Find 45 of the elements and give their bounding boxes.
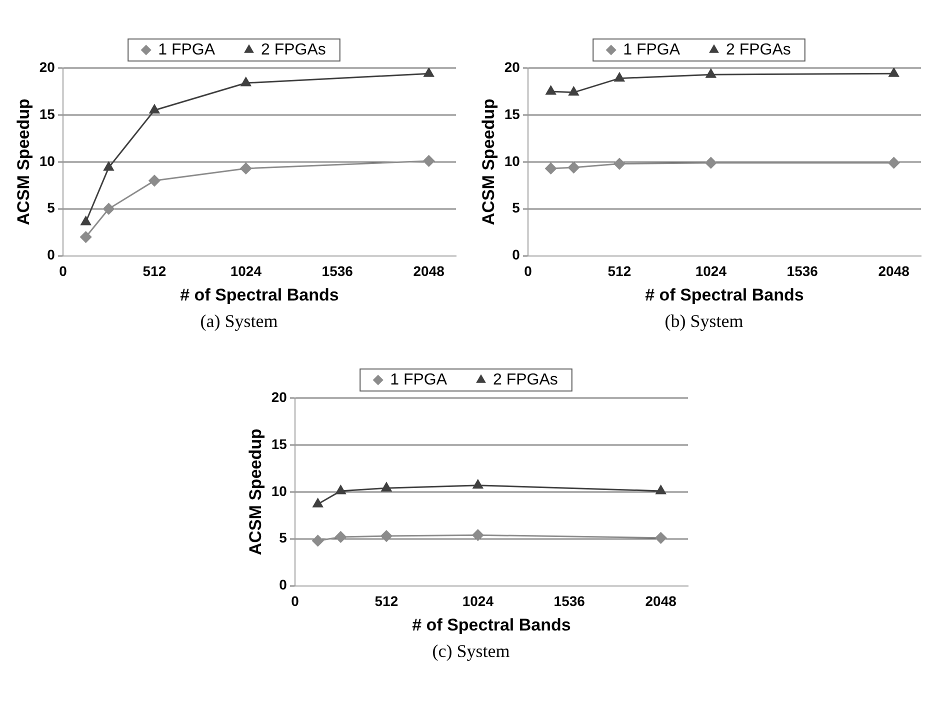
y-tick-label: 15 bbox=[504, 106, 520, 122]
x-tick-label: 1536 bbox=[322, 263, 354, 280]
y-axis-title: ACSM Speedup bbox=[14, 98, 33, 226]
x-tick-label: 1024 bbox=[695, 263, 727, 280]
x-tick-label: 2048 bbox=[413, 263, 445, 280]
x-tick-label: 2048 bbox=[878, 263, 910, 280]
y-axis-title: ACSM Speedup bbox=[246, 428, 265, 556]
y-axis-title: ACSM Speedup bbox=[478, 98, 498, 226]
y-tick-label: 20 bbox=[504, 58, 520, 75]
x-tick-label: 0 bbox=[59, 263, 68, 280]
legend-label: 2 FPGAs bbox=[261, 41, 326, 58]
y-tick-label: 20 bbox=[271, 388, 288, 405]
x-tick-label: 0 bbox=[524, 263, 532, 280]
text: (c) System bbox=[431, 640, 511, 663]
x-tick-label: 512 bbox=[608, 263, 632, 280]
y-tick-label: 0 bbox=[279, 576, 288, 593]
x-axis-title: # of Spectral Bands bbox=[645, 285, 804, 304]
legend-label: 2 FPGAs bbox=[493, 371, 558, 388]
y-tick-label: 15 bbox=[39, 106, 56, 122]
y-tick-label: 15 bbox=[271, 436, 288, 452]
x-tick-label: 0 bbox=[291, 593, 300, 610]
legend-label: 1 FPGA bbox=[158, 41, 216, 58]
text: (a) System bbox=[199, 310, 279, 333]
legend-label: 2 FPGAs bbox=[726, 41, 791, 58]
legend-label: 1 FPGA bbox=[390, 371, 448, 388]
legend-label: 1 FPGA bbox=[623, 41, 680, 58]
x-tick-label: 1024 bbox=[462, 593, 494, 610]
y-tick-label: 20 bbox=[39, 58, 56, 75]
x-tick-label: 1536 bbox=[786, 263, 818, 280]
y-tick-label: 0 bbox=[512, 246, 520, 263]
x-axis-title: # of Spectral Bands bbox=[412, 615, 571, 634]
y-tick-label: 0 bbox=[47, 246, 56, 263]
x-tick-label: 1024 bbox=[230, 263, 262, 280]
y-tick-label: 10 bbox=[271, 482, 288, 499]
text: (b) System bbox=[664, 310, 744, 333]
x-tick-label: 512 bbox=[374, 593, 398, 610]
x-tick-label: 1536 bbox=[554, 593, 586, 610]
y-tick-label: 10 bbox=[504, 152, 520, 169]
x-tick-label: 2048 bbox=[645, 593, 677, 610]
y-tick-label: 5 bbox=[47, 200, 56, 216]
x-tick-label: 512 bbox=[142, 263, 166, 280]
x-axis-title: # of Spectral Bands bbox=[180, 285, 339, 304]
y-tick-label: 5 bbox=[279, 530, 288, 546]
y-tick-label: 5 bbox=[512, 200, 520, 216]
y-tick-label: 10 bbox=[39, 152, 56, 169]
